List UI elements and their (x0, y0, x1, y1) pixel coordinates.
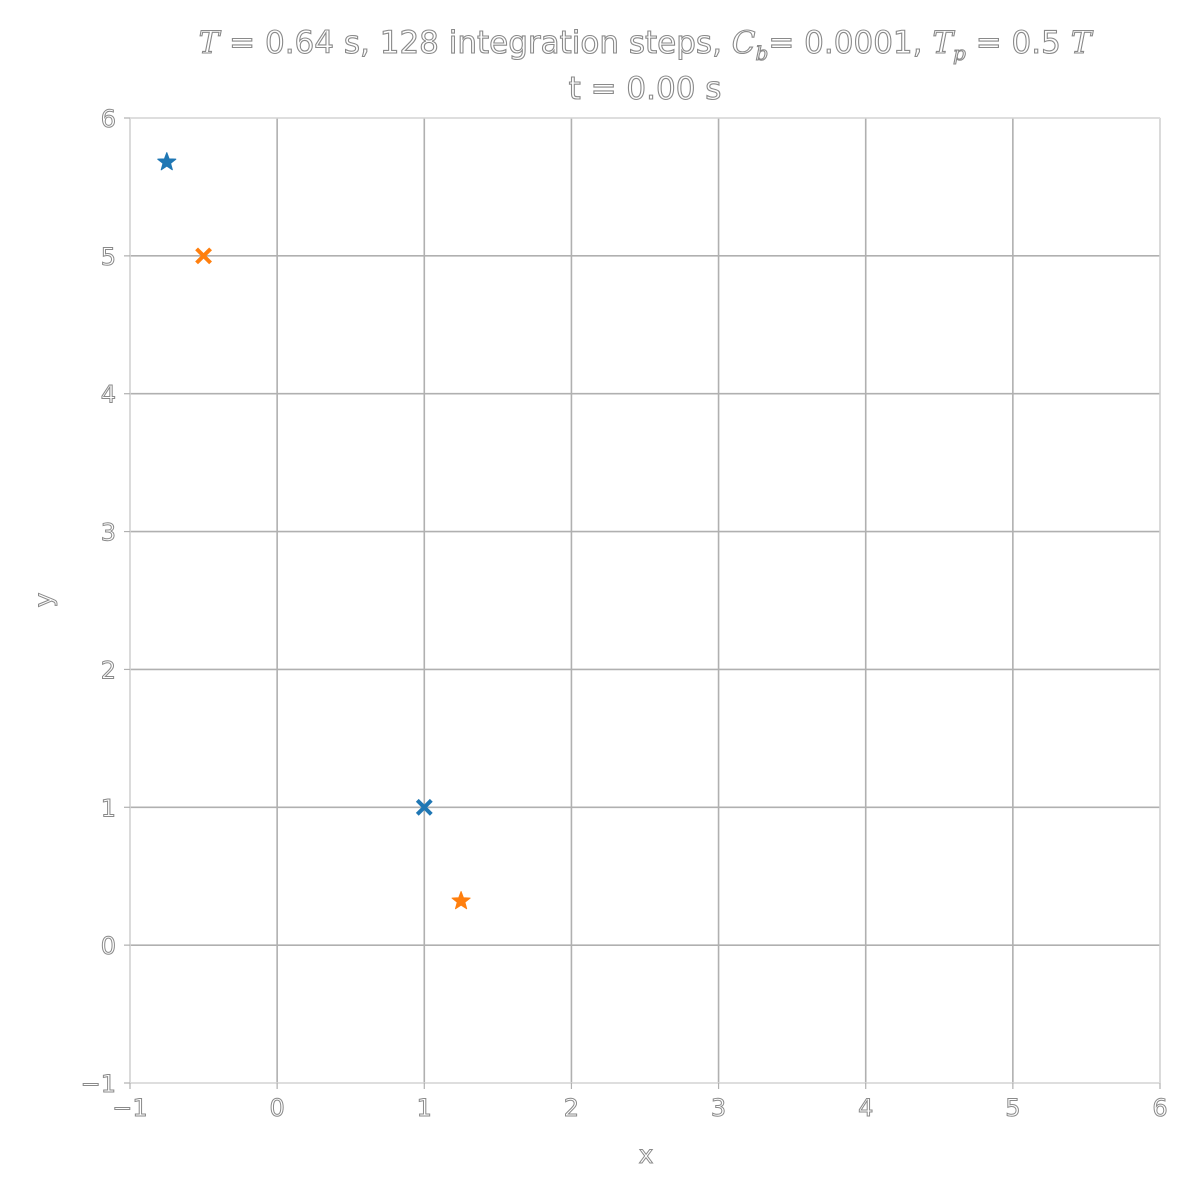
x-tick-label: 5 (1005, 1094, 1020, 1122)
title-C-part: = 0.0001, (768, 25, 933, 61)
title-Tp-unit: T (1070, 25, 1092, 61)
plot-frame (129, 117, 1161, 1084)
x-tick-label: 6 (1152, 1094, 1167, 1122)
y-tick-label: 2 (101, 656, 116, 684)
chart-title-line1: T = 0.64 s, 128 integration steps, Cb= 0… (130, 25, 1160, 65)
y-tick-label: 1 (101, 794, 116, 822)
y-tick-label: −1 (81, 1070, 116, 1098)
title-T-part: = 0.64 s, 128 integration steps, (219, 25, 732, 61)
title-C-subscript: b (755, 41, 769, 65)
y-tick-label: 4 (101, 381, 116, 409)
y-tick-label: 5 (101, 243, 116, 271)
x-tick-label: 0 (270, 1094, 285, 1122)
title-Tp-part: = 0.5 (965, 25, 1071, 61)
chart-title-line2: t = 0.00 s (568, 71, 722, 107)
ticks: −1 0 1 2 3 4 5 6 −1 0 1 2 3 4 5 6 (80, 105, 1168, 1123)
x-tick-label: 2 (564, 1094, 579, 1122)
x-tick-label: 4 (858, 1094, 873, 1122)
x-tick-label: 3 (711, 1094, 726, 1122)
y-tick-label: 0 (101, 932, 116, 960)
body-2-x-marker (195, 247, 212, 265)
title-C-symbol: C (731, 25, 756, 61)
body-2-star-marker (451, 891, 471, 910)
x-tick-label: −1 (112, 1094, 147, 1122)
y-tick-label: 3 (101, 519, 116, 547)
body-1-star-marker (157, 152, 177, 171)
body-1-x-marker (415, 798, 433, 816)
markers (157, 152, 471, 910)
title-Tp-subscript: p (953, 41, 967, 65)
x-tick-label: 1 (417, 1094, 432, 1122)
y-axis-label: y (29, 592, 58, 607)
grid (129, 117, 1161, 1084)
title-T-symbol: T (198, 25, 220, 61)
title-Tp-symbol: T (932, 25, 954, 61)
y-tick-label: 6 (101, 105, 116, 133)
x-axis-label: x (639, 1140, 654, 1169)
